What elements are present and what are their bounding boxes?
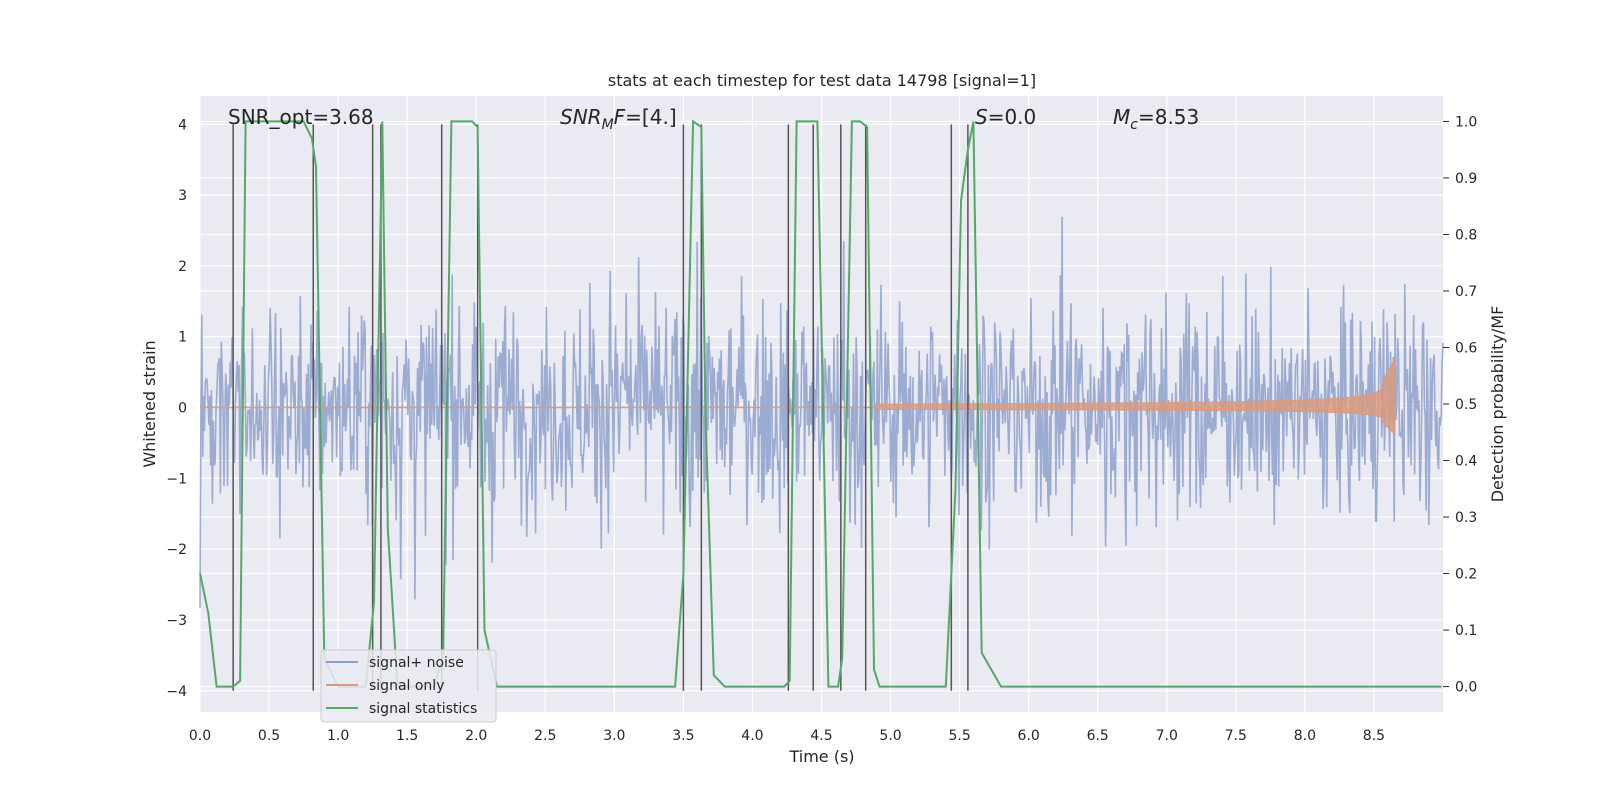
x-tick-label: 0.5 bbox=[258, 728, 280, 744]
y-left-tick-label: 4 bbox=[178, 117, 187, 133]
y-left-tick-label: −3 bbox=[166, 613, 187, 629]
x-tick-label: 3.5 bbox=[672, 728, 694, 744]
y-right-tick-label: 0.4 bbox=[1455, 454, 1477, 470]
y-left-tick-label: 0 bbox=[178, 401, 187, 417]
x-tick-label: 7.0 bbox=[1156, 728, 1178, 744]
y-left-tick-label: 2 bbox=[178, 259, 187, 275]
x-tick-label: 2.5 bbox=[534, 728, 556, 744]
y-right-tick-label: 0.5 bbox=[1455, 397, 1477, 413]
detection-markers bbox=[232, 124, 969, 691]
y-right-tick-label: 0.9 bbox=[1455, 171, 1477, 187]
y-left-tick-label: −4 bbox=[166, 684, 187, 700]
x-axis-ticks: 0.0 0.5 1.0 1.5 2.0 2.5 3.0 3.5 4.0 4.5 5.0 5.5 6.0 6… bbox=[189, 728, 1385, 744]
y-left-tick-label: 1 bbox=[178, 330, 187, 346]
y-axis-right-label: Detection probability/MF bbox=[1488, 306, 1507, 503]
x-tick-label: 1.5 bbox=[396, 728, 418, 744]
x-tick-label: 1.0 bbox=[327, 728, 349, 744]
annotation-mc: Mc=8.53 bbox=[1113, 105, 1199, 133]
x-tick-label: 5.5 bbox=[948, 728, 970, 744]
legend-label-stats: signal statistics bbox=[369, 701, 477, 717]
x-tick-label: 6.0 bbox=[1018, 728, 1040, 744]
x-axis-label: Time (s) bbox=[788, 747, 854, 766]
x-tick-label: 3.0 bbox=[603, 728, 625, 744]
x-tick-label: 7.5 bbox=[1225, 728, 1247, 744]
x-tick-label: 0.0 bbox=[189, 728, 211, 744]
signal-chirp bbox=[876, 357, 1396, 436]
legend-label-signal: signal only bbox=[369, 678, 444, 694]
y-right-tick-label: 0.0 bbox=[1455, 680, 1477, 696]
y-axis-right-ticks: 0.0 0.1 0.2 0.3 0.4 0.5 0.6 0.7 0.8 0.9 1.0 bbox=[1443, 114, 1477, 696]
y-axis-left-ticks: −4 −3 −2 −1 0 1 2 3 4 bbox=[166, 117, 187, 699]
annotation-snr-opt: SNR_opt=3.68 bbox=[228, 105, 374, 129]
x-tick-label: 8.5 bbox=[1363, 728, 1385, 744]
series-signal-noise bbox=[199, 216, 1444, 608]
y-left-tick-label: −1 bbox=[166, 471, 187, 487]
x-tick-label: 8.0 bbox=[1294, 728, 1316, 744]
y-right-tick-label: 0.8 bbox=[1455, 227, 1477, 243]
y-right-tick-label: 0.3 bbox=[1455, 510, 1477, 526]
annotation-s: S=0.0 bbox=[975, 105, 1036, 129]
y-right-tick-label: 1.0 bbox=[1455, 114, 1477, 130]
x-tick-label: 6.5 bbox=[1087, 728, 1109, 744]
legend-label-noise: signal+ noise bbox=[369, 655, 464, 671]
y-right-tick-label: 0.2 bbox=[1455, 567, 1477, 583]
x-tick-label: 5.0 bbox=[879, 728, 901, 744]
noise-line bbox=[199, 216, 1444, 608]
y-left-tick-label: 3 bbox=[178, 188, 187, 204]
series-signal-statistics bbox=[199, 119, 1442, 688]
x-tick-label: 4.0 bbox=[741, 728, 763, 744]
legend-box bbox=[320, 649, 497, 723]
y-right-tick-label: 0.1 bbox=[1455, 623, 1477, 639]
x-tick-label: 4.5 bbox=[810, 728, 832, 744]
y-left-tick-label: −2 bbox=[166, 542, 187, 558]
y-right-tick-label: 0.7 bbox=[1455, 284, 1477, 300]
stats-line bbox=[199, 119, 1442, 688]
y-axis-left-label: Whitened strain bbox=[140, 340, 159, 467]
y-right-tick-label: 0.6 bbox=[1455, 340, 1477, 356]
chart-title: stats at each timestep for test data 147… bbox=[608, 71, 1036, 90]
legend: signal+ noise signal only signal statist… bbox=[320, 649, 497, 723]
annotation-snr-mf: SNRMF=[4.] bbox=[560, 105, 677, 133]
x-tick-label: 2.0 bbox=[465, 728, 487, 744]
